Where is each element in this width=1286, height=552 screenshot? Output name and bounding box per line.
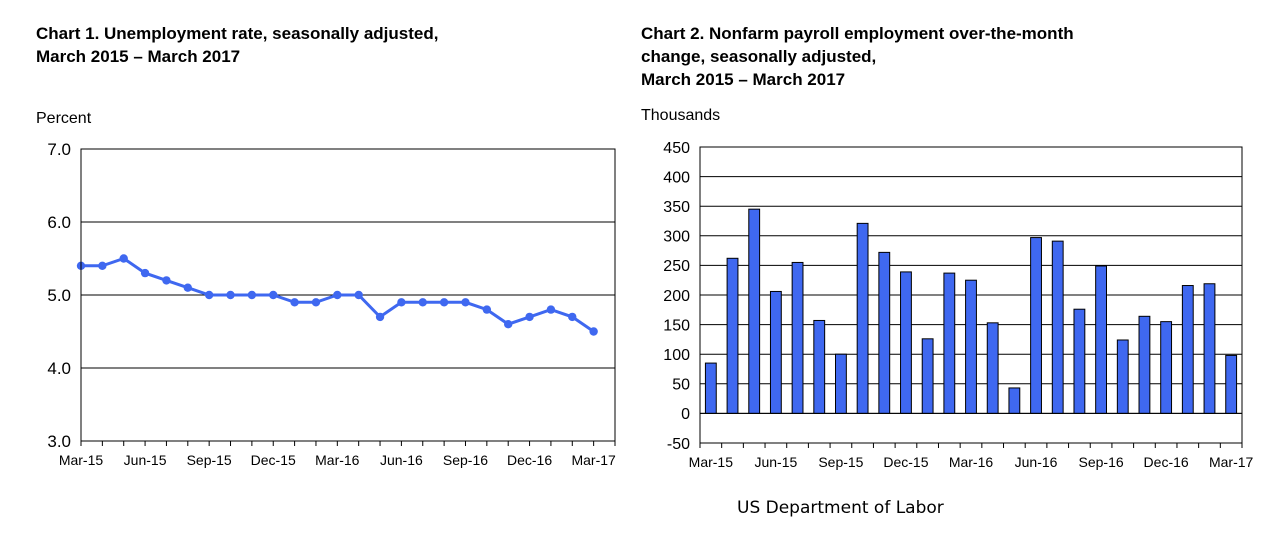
chart2-title: Chart 2. Nonfarm payroll employment over…	[641, 22, 1074, 91]
chart2-bar	[921, 338, 934, 414]
chart1-data-point	[354, 290, 363, 300]
chart1-y-unit-label: Percent	[36, 110, 92, 127]
chart2-x-tick-label: Mar-16	[949, 454, 994, 470]
chart2-y-tick-label: 0	[681, 406, 690, 423]
chart2-x-tick-label: Sep-15	[818, 454, 863, 470]
chart1-data-point	[418, 298, 427, 307]
chart2-bar	[1095, 265, 1108, 414]
chart1-data-point	[140, 268, 150, 278]
chart2-bar	[769, 290, 782, 414]
chart1-data-point	[290, 298, 299, 307]
chart2-y-tick-label: 300	[663, 229, 690, 246]
chart2-bar	[813, 319, 826, 414]
chart1-data-point	[119, 254, 128, 263]
chart2-x-tick-label: Dec-16	[1144, 454, 1189, 470]
chart1-x-tick-label: Sep-15	[187, 452, 232, 468]
chart2-bar	[704, 362, 717, 414]
chart1-y-tick-label: 3.0	[47, 432, 71, 451]
chart1-data-point	[311, 298, 321, 307]
chart2-bar	[1138, 315, 1151, 414]
chart1-x-tick-label: Mar-17	[571, 452, 616, 468]
chart1-data-point	[568, 312, 577, 322]
chart1-data-point	[461, 298, 470, 307]
chart1-title-line-1: Chart 1. Unemployment rate, seasonally a…	[36, 24, 439, 43]
chart2-x-tick-label: Jun-16	[1015, 454, 1058, 470]
chart2-plot-frame	[699, 146, 1243, 444]
chart1-plot-frame	[80, 148, 616, 442]
chart2-bar	[1008, 387, 1021, 414]
chart1-data-point	[504, 320, 513, 329]
chart2-bar	[1073, 308, 1086, 414]
chart1-data-point	[269, 290, 278, 300]
chart2-y-tick-label: 50	[672, 377, 690, 394]
chart1-data-point	[226, 290, 235, 300]
chart1-data-point	[98, 261, 107, 270]
chart2-y-tick-label: 150	[663, 317, 690, 334]
chart1-data-point	[546, 305, 556, 314]
chart2-y-tick-label: 200	[663, 288, 690, 305]
chart1-title-line-2: March 2015 – March 2017	[36, 47, 241, 66]
chart2-bar	[1030, 237, 1042, 414]
chart1-data-point	[397, 298, 406, 307]
chart2-x-tick-label: Mar-17	[1209, 454, 1254, 470]
chart1-data-point	[589, 327, 598, 336]
chart2-y-tick-label: -50	[667, 436, 690, 453]
chart2-bar	[791, 261, 804, 414]
chart1-x-tick-label: Sep-16	[443, 452, 488, 468]
chart1-data-point	[162, 276, 171, 285]
chart2-x-tick-label: Jun-15	[754, 454, 797, 470]
chart1-data-point	[247, 290, 257, 300]
chart1-y-tick-label: 5.0	[47, 286, 71, 305]
chart2-bar	[1203, 283, 1216, 414]
chart2-bar	[943, 272, 956, 414]
chart1-x-tick-label: Jun-15	[124, 452, 167, 468]
chart1-data-point	[439, 298, 449, 307]
chart2-bar	[835, 353, 847, 414]
chart2-title-line-2: change, seasonally adjusted,	[641, 47, 877, 66]
chart1-data-point	[525, 312, 534, 322]
chart1-x-tick-label: Dec-16	[507, 452, 552, 468]
chart1-data-point	[333, 290, 342, 300]
chart2-y-tick-label: 350	[663, 199, 690, 216]
chart2-title-line-1: Chart 2. Nonfarm payroll employment over…	[641, 24, 1074, 43]
chart2-bar	[878, 251, 891, 414]
chart2-title-line-3: March 2015 – March 2017	[641, 70, 846, 89]
chart2-bar	[965, 279, 977, 414]
chart2-y-tick-label: 100	[663, 347, 690, 364]
chart2-bar	[726, 257, 739, 414]
chart2-y-tick-label: 400	[663, 169, 690, 186]
chart2-y-tick-label: 250	[663, 258, 690, 275]
chart1-data-point	[482, 305, 492, 314]
chart2-x-tick-label: Sep-16	[1079, 454, 1124, 470]
chart1-data-point	[375, 312, 385, 322]
chart2-x-tick-label: Dec-15	[883, 454, 928, 470]
chart2-bar	[900, 271, 912, 414]
source-footer: US Department of Labor	[737, 498, 944, 518]
chart1-data-point	[204, 290, 214, 300]
chart2-bar	[1160, 321, 1173, 414]
chart2-bar	[1116, 339, 1129, 414]
chart2-x-tick-label: Mar-15	[689, 454, 734, 470]
chart1-x-tick-label: Mar-16	[315, 452, 360, 468]
chart1-x-tick-label: Dec-15	[251, 452, 296, 468]
chart2-bar	[1051, 240, 1064, 414]
chart2-y-unit-label: Thousands	[641, 107, 721, 124]
chart2-bar	[986, 322, 999, 414]
chart2-bar	[748, 208, 761, 414]
chart2-y-tick-label: 450	[663, 140, 690, 157]
chart1-title: Chart 1. Unemployment rate, seasonally a…	[36, 22, 438, 68]
chart1-x-tick-label: Jun-16	[380, 452, 423, 468]
chart2-bar	[1225, 354, 1238, 414]
chart1-y-tick-label: 4.0	[47, 359, 71, 378]
chart1-data-point	[183, 283, 192, 292]
chart2-bar	[856, 222, 869, 414]
chart1-y-tick-label: 7.0	[47, 140, 71, 159]
chart1-y-tick-label: 6.0	[47, 213, 71, 232]
chart1-x-tick-label: Mar-15	[59, 452, 104, 468]
chart2-bar	[1181, 285, 1194, 414]
